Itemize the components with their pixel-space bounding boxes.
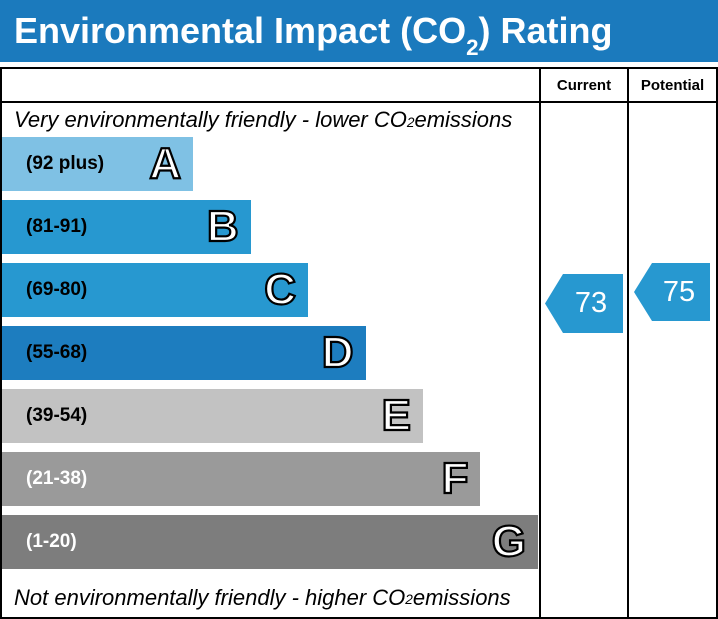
header-current: Current — [539, 69, 627, 103]
band-row-a: (92 plus) A — [2, 137, 539, 192]
band-letter: E — [381, 390, 413, 441]
band-letter: C — [263, 264, 297, 315]
potential-value-column: 75 — [627, 103, 716, 617]
band-letter: F — [440, 453, 469, 504]
caption-text: Very environmentally friendly - lower CO — [14, 107, 407, 133]
band-row-d: (55-68) D — [2, 326, 539, 381]
band-row-e: (39-54) E — [2, 389, 539, 444]
caption-text: Not environmentally friendly - higher CO — [14, 584, 406, 610]
title-text-suffix: ) Rating — [478, 10, 613, 51]
caption-text-suffix: emissions — [414, 107, 513, 133]
title-text: Environmental Impact (CO — [14, 10, 467, 51]
bands-column: Very environmentally friendly - lower CO… — [2, 103, 539, 617]
bottom-caption: Not environmentally friendly - higher CO… — [14, 584, 511, 610]
band-bar-g: (1-20) G — [2, 515, 538, 570]
band-range-label: (69-80) — [26, 279, 88, 301]
header-empty-cell — [2, 69, 539, 103]
band-bar-a: (92 plus) A — [2, 137, 194, 192]
band-range-label: (92 plus) — [26, 153, 105, 175]
band-range-label: (21-38) — [26, 468, 88, 490]
current-value-arrow: 73 — [545, 274, 623, 333]
potential-value: 75 — [662, 275, 696, 308]
band-bar-e: (39-54) E — [2, 389, 423, 444]
band-letter: D — [321, 327, 355, 378]
band-range-label: (39-54) — [26, 405, 88, 427]
band-row-f: (21-38) F — [2, 452, 539, 507]
band-letter: B — [206, 201, 240, 252]
title-subscript: 2 — [466, 35, 479, 61]
band-range-label: (55-68) — [26, 342, 88, 364]
band-bar-f: (21-38) F — [2, 452, 481, 507]
caption-text-suffix: emissions — [412, 584, 511, 610]
current-value-column: 73 — [539, 103, 627, 617]
band-bar-d: (55-68) D — [2, 326, 366, 381]
band-row-c: (69-80) C — [2, 263, 539, 318]
potential-value-arrow: 75 — [634, 263, 710, 321]
rating-table: Current Potential Very environmentally f… — [0, 67, 718, 619]
band-letter: A — [148, 138, 182, 189]
band-bar-b: (81-91) B — [2, 200, 251, 255]
header-potential: Potential — [627, 69, 716, 103]
title-bar: Environmental Impact (CO2) Rating — [0, 0, 718, 62]
band-bar-c: (69-80) C — [2, 263, 309, 318]
page-title: Environmental Impact (CO2) Rating — [14, 10, 613, 59]
band-range-label: (1-20) — [26, 531, 77, 553]
band-range-label: (81-91) — [26, 216, 88, 238]
current-value: 73 — [574, 287, 608, 319]
band-letter: G — [491, 516, 527, 567]
band-row-g: (1-20) G — [2, 515, 539, 570]
top-caption: Very environmentally friendly - lower CO… — [14, 107, 513, 133]
band-row-b: (81-91) B — [2, 200, 539, 255]
